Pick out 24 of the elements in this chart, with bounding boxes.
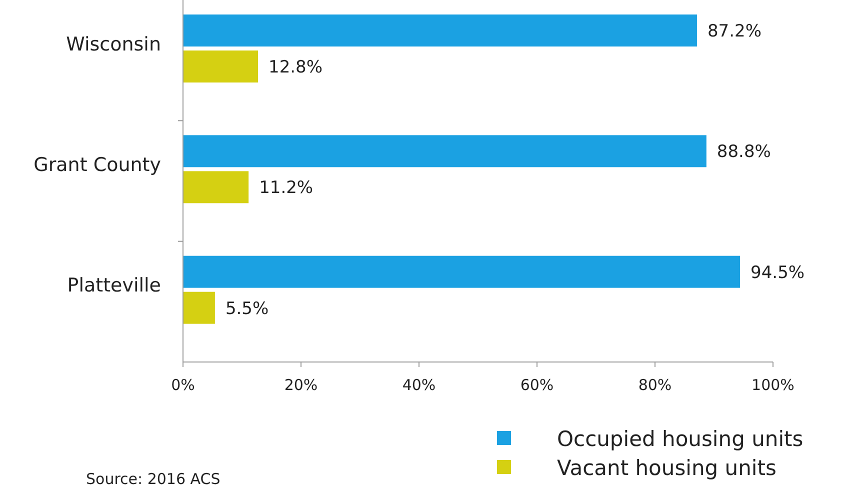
x-tick-label: 20%: [284, 376, 318, 394]
data-label: 88.8%: [716, 142, 771, 162]
bar: [182, 290, 216, 325]
bar: [182, 50, 260, 84]
data-label: 11.2%: [259, 178, 314, 198]
legend-label: Vacant housing units: [557, 456, 776, 480]
data-label: 5.5%: [225, 298, 269, 319]
legend-label: Occupied housing units: [557, 427, 804, 451]
source-note: Source: 2016 ACS: [86, 470, 220, 488]
x-tick-label: 100%: [752, 376, 794, 394]
data-label: 94.5%: [750, 262, 805, 283]
bar: [182, 134, 708, 168]
y-tick-label: Grant County: [34, 154, 161, 176]
y-tick-label: Platteville: [67, 274, 161, 297]
x-tick-label: 40%: [402, 376, 436, 394]
data-label: 12.8%: [268, 58, 323, 78]
x-tick-label: 60%: [520, 376, 554, 394]
x-tick-label: 0%: [171, 376, 195, 394]
bar: [182, 170, 250, 204]
data-label: 87.2%: [707, 22, 762, 42]
y-tick-label: Wisconsin: [66, 33, 161, 56]
bar: [182, 254, 742, 289]
x-tick-label: 80%: [638, 376, 672, 394]
bar: [182, 14, 698, 48]
